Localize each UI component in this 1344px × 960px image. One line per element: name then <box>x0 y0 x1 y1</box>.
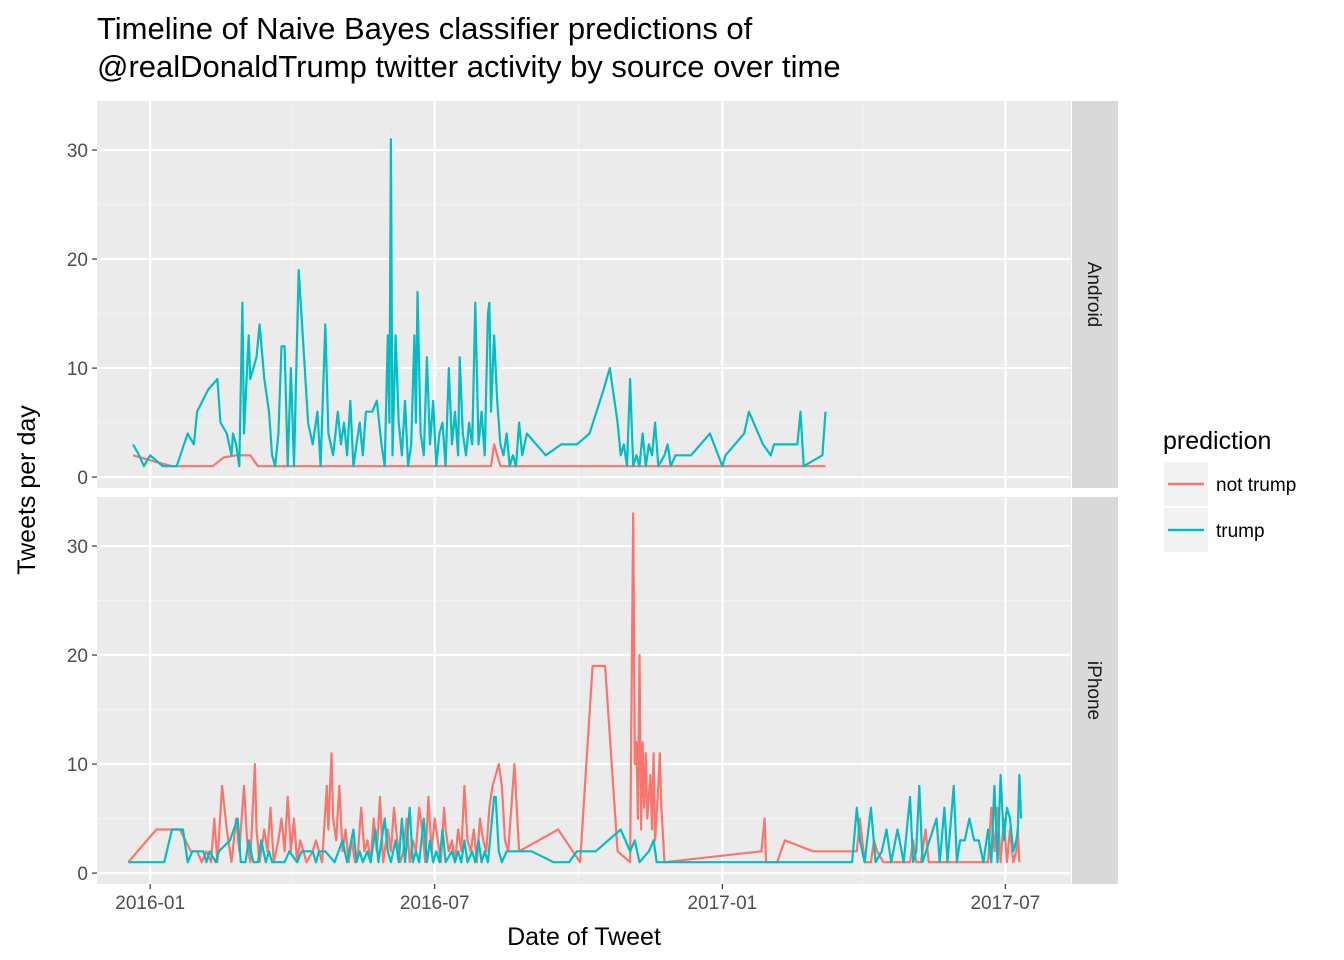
facet-label-iphone: iPhone <box>1083 661 1104 720</box>
legend-title: prediction <box>1163 427 1271 455</box>
x-axis-title: Date of Tweet <box>507 923 661 951</box>
x-tick-label: 2016-01 <box>115 893 185 914</box>
chart-title-line-2: @realDonaldTrump twitter activity by sou… <box>97 49 841 84</box>
y-tick-label: 20 <box>67 646 88 667</box>
y-tick-label: 30 <box>67 537 88 558</box>
legend-entry-not-trump: not trump <box>1164 462 1296 506</box>
panel-android: 0 10 20 30 Android <box>67 101 1118 489</box>
legend-label: trump <box>1216 521 1265 542</box>
legend-entries: not trump trump <box>1164 462 1296 552</box>
series-line-trump <box>128 773 1023 864</box>
y-tick-label: 10 <box>67 755 88 776</box>
y-tick-label: 0 <box>77 468 88 489</box>
legend-entry-trump: trump <box>1164 508 1265 552</box>
facet-strip <box>1072 497 1118 884</box>
x-axis: 2016-01 2016-07 2017-01 2017-07 <box>115 884 1040 914</box>
chart-title-line-1: Timeline of Naive Bayes classifier predi… <box>97 11 753 46</box>
legend: prediction not trump trump <box>1163 427 1296 552</box>
y-tick-label: 20 <box>67 250 88 271</box>
series-line-trump <box>132 138 827 468</box>
x-tick-label: 2016-07 <box>400 893 470 914</box>
panel-background <box>97 101 1071 488</box>
series-line-not-trump <box>127 512 1021 864</box>
facet-label-android: Android <box>1083 262 1104 328</box>
y-tick-label: 30 <box>67 141 88 162</box>
panel-background <box>97 497 1071 884</box>
x-tick-label: 2017-01 <box>687 893 757 914</box>
y-axis-title: Tweets per day <box>13 405 41 575</box>
y-tick-label: 10 <box>67 359 88 380</box>
y-tick-label: 0 <box>77 864 88 885</box>
legend-label: not trump <box>1216 475 1296 496</box>
facet-strip <box>1072 101 1118 488</box>
x-tick-label: 2017-07 <box>970 893 1040 914</box>
panel-iphone: 0 10 20 30 iPhone <box>67 497 1118 885</box>
